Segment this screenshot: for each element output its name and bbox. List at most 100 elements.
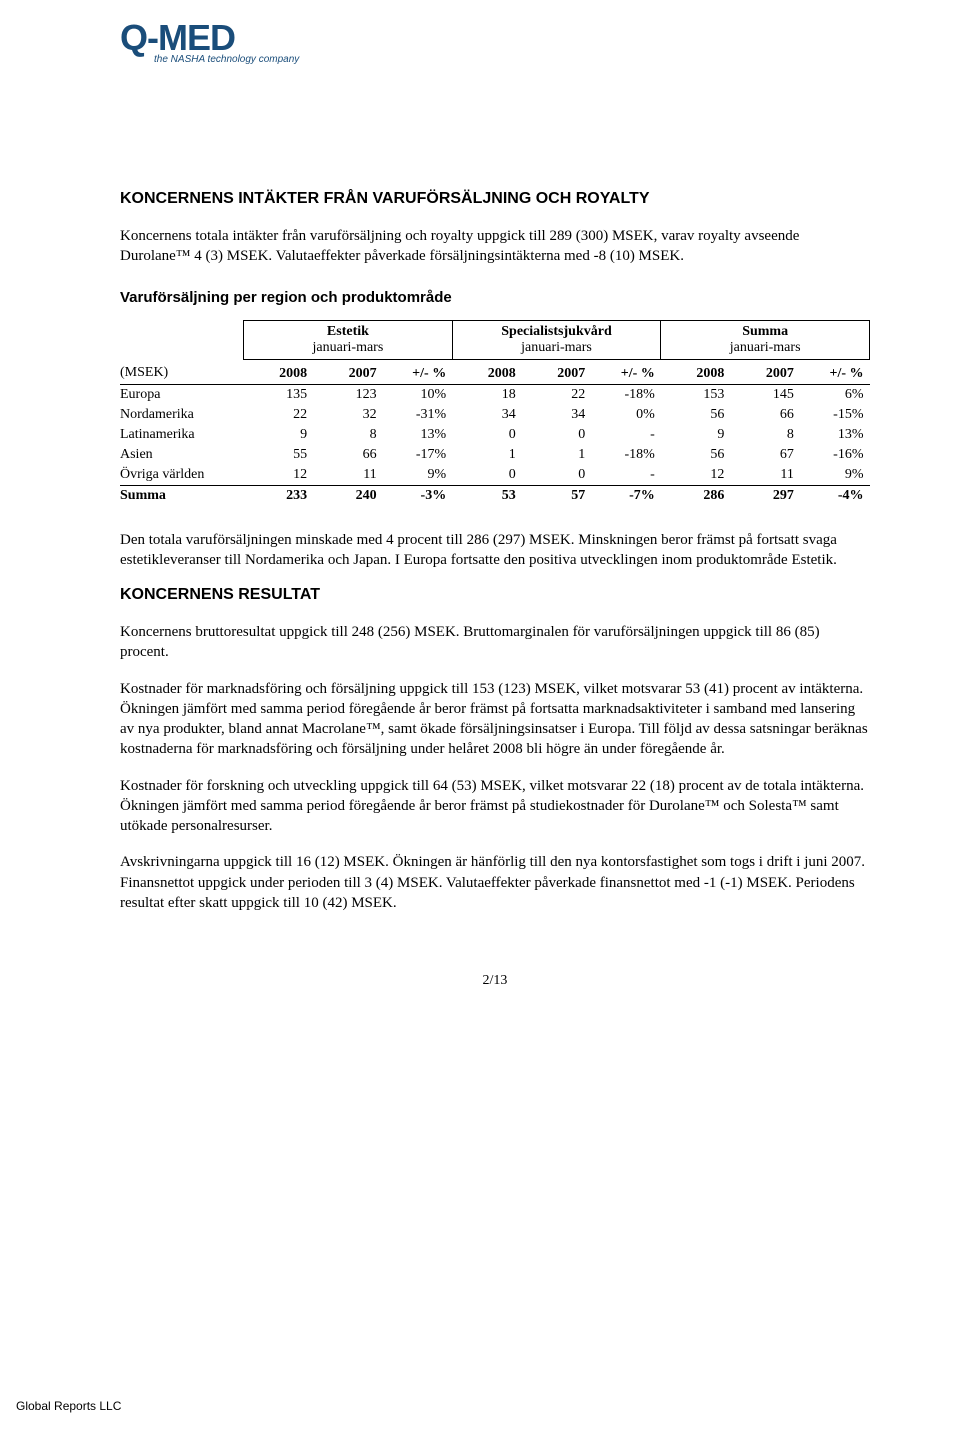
heading-revenues: KONCERNENS INTÄKTER FRÅN VARUFÖRSÄLJNING… <box>120 190 870 208</box>
cell: -31% <box>383 405 453 425</box>
heading-result: KONCERNENS RESULTAT <box>120 586 870 604</box>
table-row: Latinamerika9813%00-9813% <box>120 425 870 445</box>
cell: 12 <box>661 465 731 486</box>
col-4: 2007 <box>522 359 592 384</box>
cell: 9 <box>244 425 314 445</box>
col-5: +/- % <box>591 359 661 384</box>
row-label: Asien <box>120 445 244 465</box>
cell: 11 <box>730 465 800 486</box>
logo-main: Q-MED <box>120 20 299 56</box>
cell: 1 <box>522 445 592 465</box>
cell: 34 <box>452 405 522 425</box>
cell: 135 <box>244 384 314 405</box>
subgroup-estetik: januari-mars <box>244 340 453 360</box>
subgroup-specialist: januari-mars <box>452 340 661 360</box>
col-1: 2007 <box>313 359 383 384</box>
paragraph-sales-summary: Den totala varuförsäljningen minskade me… <box>120 530 870 571</box>
cell: 0 <box>452 425 522 445</box>
cell: 22 <box>522 384 592 405</box>
col-2: +/- % <box>383 359 453 384</box>
cell: 55 <box>244 445 314 465</box>
table-row: Övriga världen12119%00-12119% <box>120 465 870 486</box>
page-number: 2/13 <box>120 973 870 989</box>
cell: 66 <box>313 445 383 465</box>
cell: -18% <box>591 384 661 405</box>
table-body: Europa13512310%1822-18%1531456%Nordameri… <box>120 384 870 506</box>
cell: 6% <box>800 384 870 405</box>
footer-source: Global Reports LLC <box>16 1399 121 1413</box>
sum-cell: 286 <box>661 485 731 506</box>
cell: -18% <box>591 445 661 465</box>
cell: 56 <box>661 405 731 425</box>
cell: -17% <box>383 445 453 465</box>
cell: 10% <box>383 384 453 405</box>
cell: 32 <box>313 405 383 425</box>
cell: 145 <box>730 384 800 405</box>
col-7: 2007 <box>730 359 800 384</box>
cell: 0 <box>522 425 592 445</box>
col-3: 2008 <box>452 359 522 384</box>
cell: 9% <box>800 465 870 486</box>
table-sum-row: Summa233240-3%5357-7%286297-4% <box>120 485 870 506</box>
cell: -15% <box>800 405 870 425</box>
table-row: Europa13512310%1822-18%1531456% <box>120 384 870 405</box>
paragraph-rd: Kostnader för forskning och utveckling u… <box>120 776 870 837</box>
heading-sales-by-region: Varuförsäljning per region och produktom… <box>120 289 870 306</box>
logo: Q-MED the NASHA technology company <box>120 20 299 65</box>
cell: 153 <box>661 384 731 405</box>
content: KONCERNENS INTÄKTER FRÅN VARUFÖRSÄLJNING… <box>120 40 870 989</box>
table-corner <box>120 320 244 340</box>
sum-cell: 297 <box>730 485 800 506</box>
cell: 0 <box>452 465 522 486</box>
cell: 22 <box>244 405 314 425</box>
cell: 13% <box>383 425 453 445</box>
row-label: Latinamerika <box>120 425 244 445</box>
row-label: Europa <box>120 384 244 405</box>
sum-cell: 240 <box>313 485 383 506</box>
sum-label: Summa <box>120 485 244 506</box>
cell: 11 <box>313 465 383 486</box>
cell: - <box>591 465 661 486</box>
cell: 9% <box>383 465 453 486</box>
cell: 34 <box>522 405 592 425</box>
paragraph-depreciation: Avskrivningarna uppgick till 16 (12) MSE… <box>120 852 870 913</box>
cell: 66 <box>730 405 800 425</box>
sum-cell: 57 <box>522 485 592 506</box>
sum-cell: -7% <box>591 485 661 506</box>
col-0: 2008 <box>244 359 314 384</box>
sum-cell: -4% <box>800 485 870 506</box>
cell: 8 <box>313 425 383 445</box>
subgroup-summa: januari-mars <box>661 340 870 360</box>
sum-cell: -3% <box>383 485 453 506</box>
cell: 1 <box>452 445 522 465</box>
table-row: Asien5566-17%11-18%5667-16% <box>120 445 870 465</box>
cell: -16% <box>800 445 870 465</box>
table-row: Nordamerika2232-31%34340%5666-15% <box>120 405 870 425</box>
paragraph-revenues-intro: Koncernens totala intäkter från varuförs… <box>120 226 870 267</box>
cell: 9 <box>661 425 731 445</box>
cell: 18 <box>452 384 522 405</box>
sum-cell: 53 <box>452 485 522 506</box>
sales-table: Estetik Specialistsjukvård Summa januari… <box>120 320 870 506</box>
cell: 13% <box>800 425 870 445</box>
sum-cell: 233 <box>244 485 314 506</box>
paragraph-marketing: Kostnader för marknadsföring och försälj… <box>120 679 870 760</box>
row-label: Övriga världen <box>120 465 244 486</box>
cell: 123 <box>313 384 383 405</box>
cell: - <box>591 425 661 445</box>
cell: 56 <box>661 445 731 465</box>
paragraph-gross: Koncernens bruttoresultat uppgick till 2… <box>120 622 870 663</box>
cell: 67 <box>730 445 800 465</box>
table-corner2 <box>120 340 244 360</box>
col-6: 2008 <box>661 359 731 384</box>
cell: 12 <box>244 465 314 486</box>
group-estetik: Estetik <box>244 320 453 340</box>
group-summa: Summa <box>661 320 870 340</box>
group-specialist: Specialistsjukvård <box>452 320 661 340</box>
col-8: +/- % <box>800 359 870 384</box>
colhead-label: (MSEK) <box>120 359 244 384</box>
cell: 8 <box>730 425 800 445</box>
row-label: Nordamerika <box>120 405 244 425</box>
cell: 0 <box>522 465 592 486</box>
cell: 0% <box>591 405 661 425</box>
